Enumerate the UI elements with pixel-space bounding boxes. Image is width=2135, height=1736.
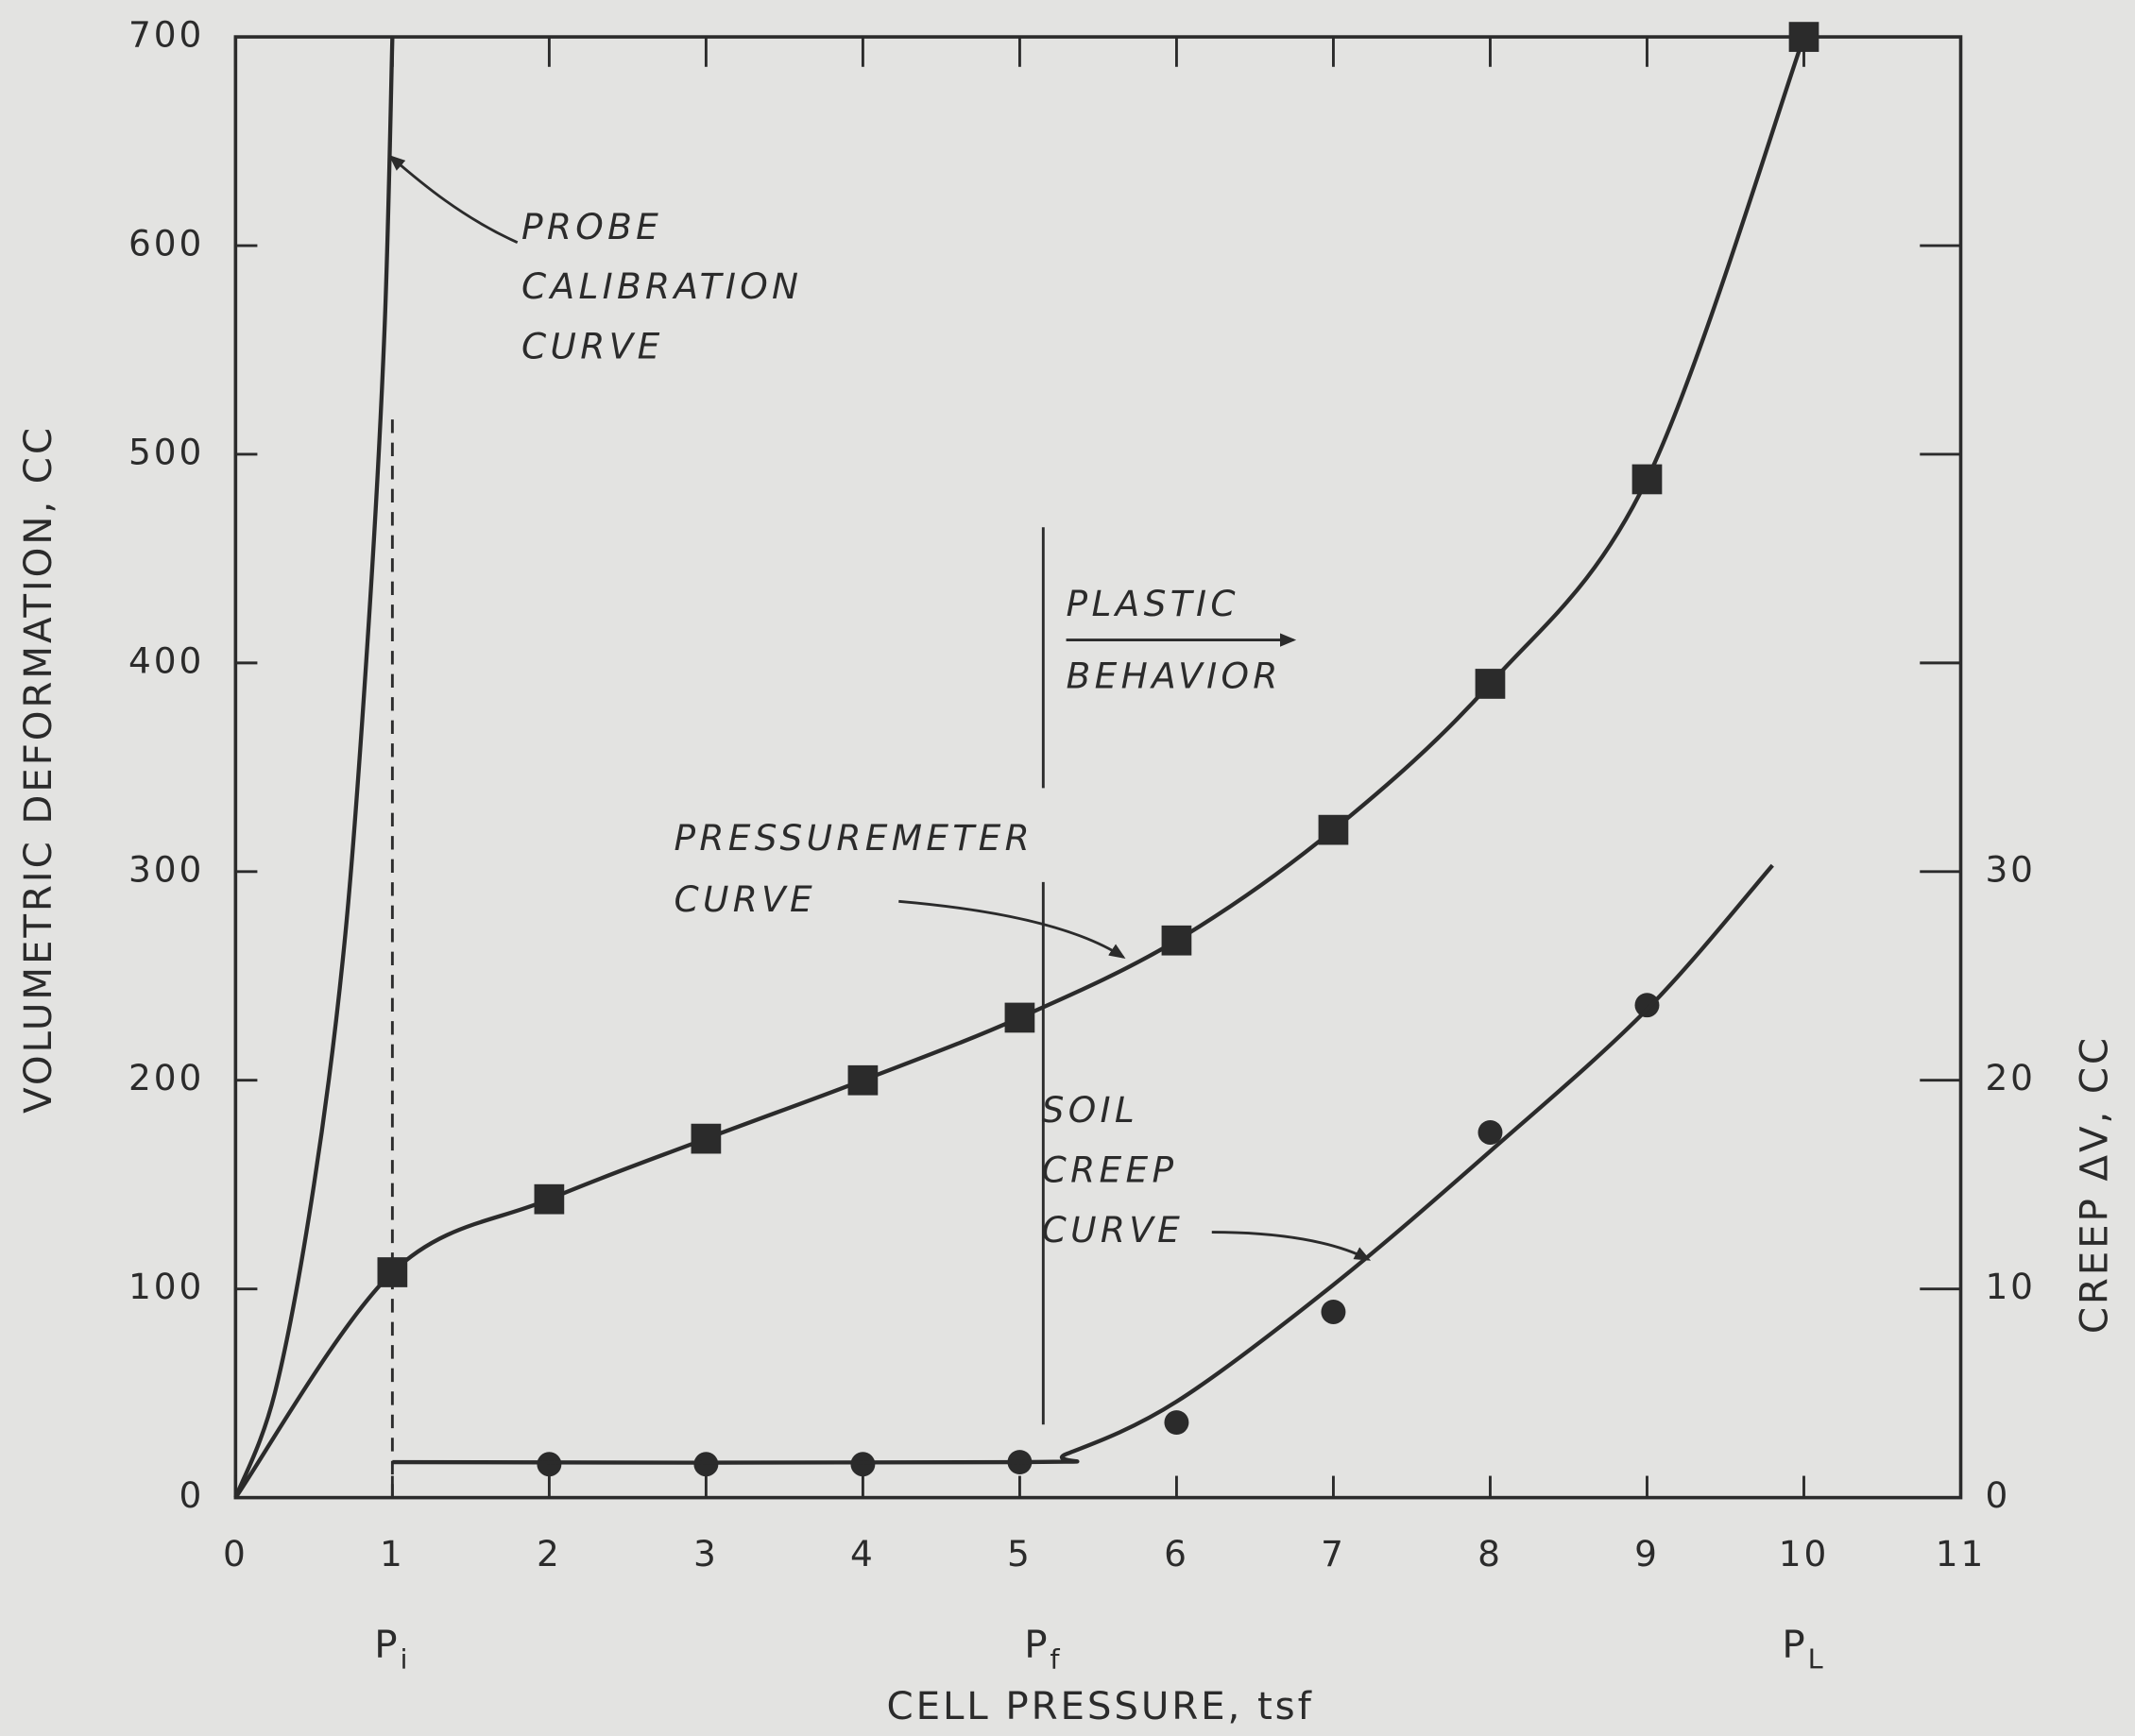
y-tick-label: 400 xyxy=(128,639,204,681)
curve xyxy=(392,863,1774,1465)
y-tick-label: 500 xyxy=(128,431,204,472)
x-tick-label: 3 xyxy=(693,1533,719,1574)
y-tick-label: 0 xyxy=(179,1474,204,1516)
square-marker xyxy=(847,1064,879,1096)
circle-marker xyxy=(1477,1120,1503,1145)
annotation: PROBE xyxy=(521,206,662,247)
x-tick-label: 1 xyxy=(380,1533,405,1574)
square-marker xyxy=(691,1123,722,1154)
x-tick-label: 6 xyxy=(1164,1533,1189,1574)
marker-label: Pf xyxy=(1024,1623,1062,1675)
square-marker xyxy=(1631,464,1663,495)
square-marker xyxy=(1475,669,1506,699)
arrow xyxy=(388,155,519,245)
annotation: CREEP xyxy=(1042,1149,1178,1191)
marker-label: Pi xyxy=(374,1623,410,1675)
circle-marker xyxy=(1164,1410,1189,1436)
square-marker xyxy=(1318,814,1349,845)
square-marker xyxy=(534,1183,565,1215)
square-marker xyxy=(1004,1002,1035,1033)
circle-marker xyxy=(1634,993,1660,1018)
marker-label: PL xyxy=(1782,1623,1825,1675)
y2-axis-title: CREEP ΔV, CC xyxy=(2073,1035,2117,1334)
square-marker xyxy=(1161,925,1192,956)
circle-marker xyxy=(1321,1300,1346,1324)
y2-tick-label: 30 xyxy=(1985,848,2035,890)
marker-label-sub: i xyxy=(401,1643,411,1676)
y-tick-label: 200 xyxy=(128,1057,204,1098)
marker-label-main: P xyxy=(1024,1623,1050,1667)
annotation: CURVE xyxy=(674,878,816,920)
marker-label-main: P xyxy=(1782,1623,1807,1667)
square-marker xyxy=(1788,22,1819,52)
annotation: CURVE xyxy=(1042,1209,1185,1251)
x-tick-label: 8 xyxy=(1477,1533,1503,1574)
arrow xyxy=(1211,1231,1372,1261)
y2-tick-label: 0 xyxy=(1985,1474,2010,1516)
x-tick-label: 9 xyxy=(1634,1533,1660,1574)
x-tick-label: 11 xyxy=(1936,1533,1986,1574)
y2-tick-label: 10 xyxy=(1985,1266,2035,1307)
y-tick-label: 300 xyxy=(128,848,204,890)
y-tick-label: 100 xyxy=(128,1266,204,1307)
plot-frame xyxy=(233,35,1963,1500)
y-axis-title: VOLUMETRIC DEFORMATION, CC xyxy=(16,425,60,1114)
y-tick-label: 700 xyxy=(128,14,204,56)
y-tick-label: 600 xyxy=(128,223,204,264)
x-tick-label: 0 xyxy=(223,1533,248,1574)
plot: CELL PRESSURE, tsf VOLUMETRIC DEFORMATIO… xyxy=(16,14,2116,1728)
annotation: CURVE xyxy=(521,326,664,367)
x-tick-label: 2 xyxy=(537,1533,562,1574)
x-tick-label: 4 xyxy=(850,1533,876,1574)
annotation: BEHAVIOR xyxy=(1067,655,1282,696)
x-axis-title: CELL PRESSURE, tsf xyxy=(887,1684,1314,1728)
annotation: PRESSUREMETER xyxy=(674,817,1033,859)
x-tick-label: 5 xyxy=(1007,1533,1033,1574)
y2-tick-label: 20 xyxy=(1985,1057,2035,1098)
x-tick-label: 10 xyxy=(1779,1533,1829,1574)
marker-label-sub: f xyxy=(1050,1643,1062,1676)
square-marker xyxy=(377,1257,408,1287)
annotation: PLASTIC xyxy=(1067,583,1239,624)
x-tick-label: 7 xyxy=(1321,1533,1346,1574)
marker-label-sub: L xyxy=(1808,1643,1826,1676)
annotation: SOIL xyxy=(1042,1089,1139,1131)
annotation: CALIBRATION xyxy=(521,265,802,307)
curve xyxy=(233,36,1806,1499)
marker-label-main: P xyxy=(374,1623,400,1667)
arrow xyxy=(898,899,1126,959)
curve xyxy=(233,37,395,1499)
